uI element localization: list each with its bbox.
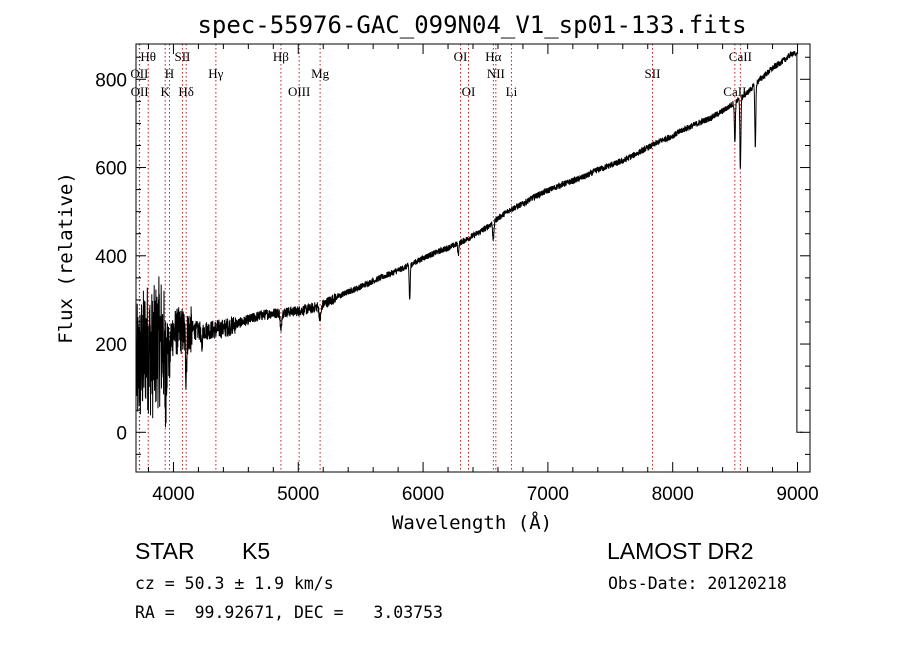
- line-label: H: [165, 66, 174, 81]
- x-axis-label: Wavelength (Å): [392, 511, 552, 534]
- y-tick-label: 800: [95, 70, 127, 91]
- y-tick-label: 0: [116, 423, 127, 444]
- observation-date: Obs-Date: 20120218: [608, 574, 787, 593]
- line-label: OII: [130, 66, 148, 81]
- y-tick-label: 400: [95, 247, 127, 268]
- line-label: Hα: [485, 49, 501, 64]
- y-axis-label: Flux (relative): [55, 172, 77, 344]
- line-label: OIII: [288, 84, 310, 99]
- y-tick-label: 200: [95, 335, 127, 356]
- line-label: NII: [487, 66, 505, 81]
- emission-line-markers: [138, 44, 741, 472]
- line-label: OI: [462, 84, 476, 99]
- x-tick-label: 8000: [652, 484, 694, 505]
- line-label: Hδ: [178, 84, 194, 99]
- object-class: STAR: [135, 538, 195, 564]
- ra-dec-coordinates: RA = 99.92671, DEC = 3.03753: [135, 603, 443, 622]
- x-axis-ticks: 4000 5000 6000 7000 8000 9000: [147, 44, 819, 505]
- line-label: K: [161, 84, 171, 99]
- survey-label: LAMOST DR2: [607, 538, 754, 564]
- y-tick-label: 600: [95, 159, 127, 180]
- line-label: SII: [645, 66, 661, 81]
- spectrum-edge-artifact: [795, 50, 803, 433]
- x-tick-label: 6000: [402, 484, 444, 505]
- line-label: Mg: [311, 66, 330, 81]
- spectrum-line: [136, 51, 797, 428]
- line-label: Hγ: [208, 66, 223, 81]
- line-label: Li: [506, 84, 518, 99]
- redshift-cz: cz = 50.3 ± 1.9 km/s: [135, 574, 334, 593]
- line-label: OI: [454, 49, 468, 64]
- line-label: Hβ: [273, 49, 289, 64]
- line-label: OII: [131, 84, 149, 99]
- line-label: CaII: [723, 84, 746, 99]
- x-tick-label: 7000: [527, 484, 569, 505]
- line-label: CaII: [729, 49, 752, 64]
- x-tick-label: 5000: [277, 484, 319, 505]
- plot-frame: [135, 43, 811, 473]
- line-label: SII: [174, 49, 190, 64]
- x-tick-label: 9000: [776, 484, 818, 505]
- object-subclass: K5: [242, 538, 271, 564]
- line-label: Hθ: [140, 49, 156, 64]
- y-axis-ticks: 0 200 400 600 800: [95, 56, 810, 455]
- chart-title: spec-55976-GAC_099N04_V1_sp01-133.fits: [197, 11, 746, 39]
- x-tick-label: 4000: [152, 484, 194, 505]
